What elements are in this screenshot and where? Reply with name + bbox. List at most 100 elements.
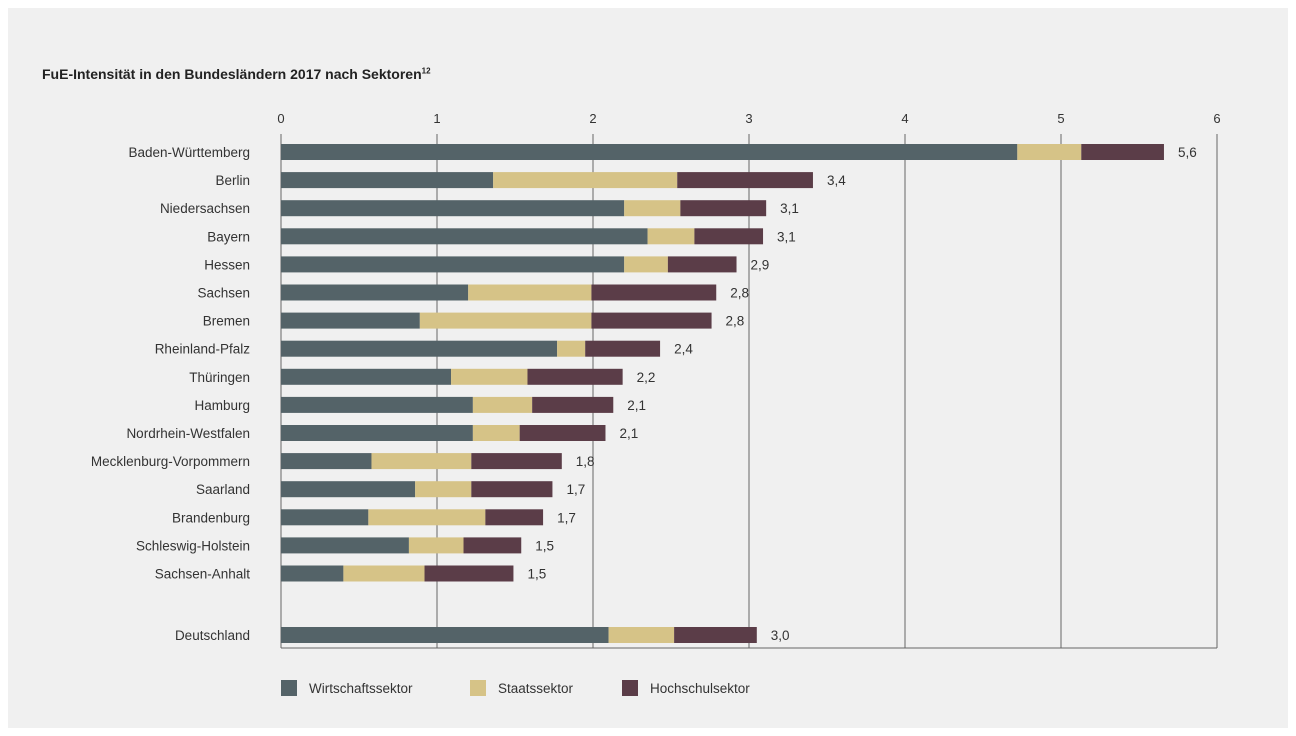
bar-segment <box>281 144 1018 160</box>
chart-title-text: FuE-Intensität in den Bundesländern 2017… <box>42 66 422 82</box>
chart-title-footnote: 12 <box>421 66 431 76</box>
bar-segment <box>608 627 675 643</box>
legend-label: Staatssektor <box>498 681 574 696</box>
bar-segment <box>371 453 472 470</box>
bar-segment <box>667 256 737 273</box>
category-label: Hamburg <box>194 398 250 413</box>
category-label: Deutschland <box>175 628 250 643</box>
category-label: Hessen <box>204 257 250 272</box>
bar-segment <box>468 284 592 301</box>
bar-segment <box>1017 144 1082 160</box>
category-label: Bayern <box>207 229 250 244</box>
category-label: Bremen <box>203 314 250 329</box>
bar-segment <box>585 340 661 357</box>
total-label: 2,1 <box>627 398 646 413</box>
bar-segment <box>451 368 528 385</box>
bar-segment <box>408 537 464 554</box>
x-tick-label: 5 <box>1057 111 1064 126</box>
total-label: 2,2 <box>637 370 656 385</box>
category-label: Berlin <box>215 173 250 188</box>
bar-segment <box>624 200 681 217</box>
total-label: 1,7 <box>566 482 585 497</box>
bar-segment <box>343 565 425 582</box>
bar-segment <box>415 481 472 498</box>
bar-segment <box>472 425 520 441</box>
legend-label: Hochschulsektor <box>650 681 750 696</box>
total-label: 2,4 <box>674 342 693 357</box>
bar-segment <box>281 509 369 526</box>
category-label: Baden-Württemberg <box>128 145 250 160</box>
bar-segment <box>694 228 764 245</box>
bar-segment <box>281 565 344 582</box>
chart-panel <box>8 8 1288 728</box>
bar-segment <box>281 481 416 498</box>
bar-segment <box>281 425 473 441</box>
x-tick-label: 2 <box>589 111 596 126</box>
category-label: Niedersachsen <box>160 201 250 216</box>
bar-segment <box>281 172 494 189</box>
bar-segment <box>1081 144 1164 160</box>
bar-segment <box>674 627 757 643</box>
bar-segment <box>281 368 452 385</box>
bar-segment <box>281 312 420 329</box>
bar-segment <box>493 172 678 189</box>
bar-segment <box>591 284 717 301</box>
total-label: 1,5 <box>535 538 554 553</box>
category-label: Saarland <box>196 482 250 497</box>
bar-segment <box>677 172 813 189</box>
bar-segment <box>485 509 544 526</box>
bar-segment <box>680 200 767 217</box>
bar-segment <box>281 627 609 643</box>
bar-segment <box>368 509 486 526</box>
legend-swatch <box>470 680 486 696</box>
total-label: 2,8 <box>730 286 749 301</box>
bar-segment <box>647 228 695 245</box>
total-label: 1,5 <box>527 567 546 582</box>
bar-segment <box>281 453 372 470</box>
legend-swatch <box>281 680 297 696</box>
total-label: 2,9 <box>751 257 770 272</box>
bar-segment <box>519 425 606 441</box>
bar-segment <box>281 284 469 301</box>
x-tick-label: 1 <box>433 111 440 126</box>
total-label: 1,7 <box>557 510 576 525</box>
bar-segment <box>471 481 553 498</box>
category-label: Nordrhein-Westfalen <box>126 426 250 441</box>
bar-segment <box>557 340 586 357</box>
total-label: 2,8 <box>726 314 745 329</box>
total-label: 3,1 <box>780 201 799 216</box>
total-label: 3,4 <box>827 173 846 188</box>
total-label: 2,1 <box>619 426 638 441</box>
total-label: 1,8 <box>576 454 595 469</box>
chart-title: FuE-Intensität in den Bundesländern 2017… <box>42 66 431 82</box>
bar-segment <box>424 565 514 582</box>
total-label: 3,0 <box>771 628 790 643</box>
bar-segment <box>281 537 409 554</box>
total-label: 5,6 <box>1178 145 1197 160</box>
category-label: Sachsen-Anhalt <box>155 567 251 582</box>
category-label: Thüringen <box>189 370 250 385</box>
legend-label: Wirtschaftssektor <box>309 681 413 696</box>
category-label: Brandenburg <box>172 510 250 525</box>
bar-segment <box>281 396 473 413</box>
bar-segment <box>624 256 668 273</box>
bar-segment <box>591 312 712 329</box>
bar-segment <box>471 453 562 470</box>
category-label: Mecklenburg-Vorpommern <box>91 454 250 469</box>
bar-segment <box>281 256 625 273</box>
x-tick-label: 3 <box>745 111 752 126</box>
bar-segment <box>281 200 625 217</box>
category-label: Rheinland-Pfalz <box>155 342 251 357</box>
bar-segment <box>463 537 522 554</box>
category-label: Sachsen <box>197 286 250 301</box>
total-label: 3,1 <box>777 229 796 244</box>
legend-swatch <box>622 680 638 696</box>
x-tick-label: 0 <box>277 111 284 126</box>
bar-segment <box>472 396 533 413</box>
bar-segment <box>532 396 614 413</box>
bar-segment <box>281 340 558 357</box>
bar-segment <box>527 368 623 385</box>
category-label: Schleswig-Holstein <box>136 538 250 553</box>
bar-segment <box>419 312 592 329</box>
